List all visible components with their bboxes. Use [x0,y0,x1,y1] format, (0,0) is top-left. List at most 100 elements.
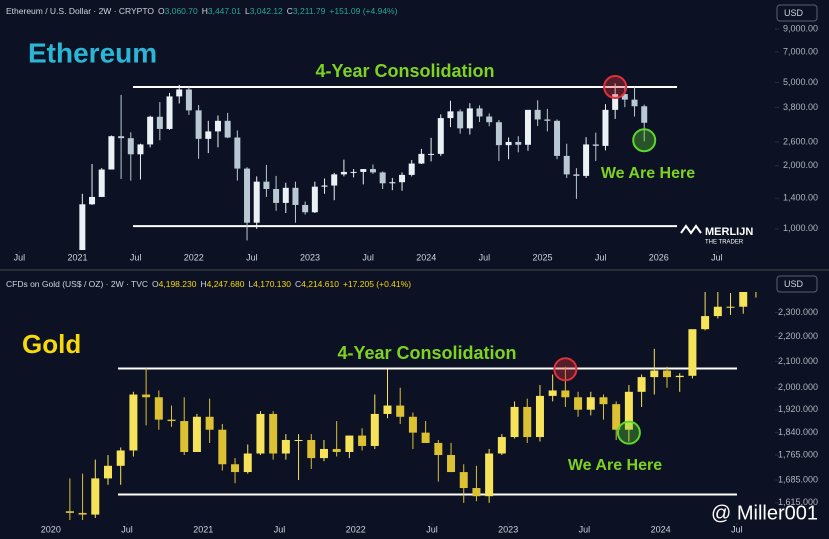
y-tick-label: 2,100.000 [778,356,818,366]
candle-body [89,196,96,205]
candle-body [147,116,154,145]
candle-body [214,120,221,132]
candle-body [421,432,430,443]
header-label: C [287,6,293,16]
annotation-here: We Are Here [601,165,695,182]
candle-body [586,397,595,410]
candle-body [418,153,425,164]
candle-body [663,370,672,378]
candle-body [688,329,697,376]
panel: CFDs on Gold (US$ / OZ) · 2W · TVC O4,198… [6,275,818,534]
candle-body [292,187,299,205]
header-value: 4,247.680 [207,279,245,289]
candle-body [281,439,290,454]
candle-body [332,448,341,452]
candle-body [497,437,506,454]
candle-body [534,109,541,120]
candle-body [739,292,748,307]
candle-body [205,131,212,139]
candle-body [231,464,240,473]
marker-circle [553,357,578,382]
candle-body [282,187,289,203]
y-tick-label: 2,000.000 [778,382,818,392]
header-value: 4,170.130 [253,279,291,289]
candle-body [118,136,125,139]
x-tick-label: Jul [362,252,374,262]
candle-body [583,144,590,176]
candle-body [447,111,454,119]
header-label: H [200,279,206,289]
x-tick-label: 2021 [193,524,213,534]
x-tick-label: Jul [130,252,142,262]
y-tick-label: 3,800.00 [783,102,818,112]
header: CFDs on Gold (US$ / OZ) · 2W · TVC O4,198… [6,279,411,289]
x-tick-label: 2026 [649,252,669,262]
header-symbol: Ethereum / U.S. Dollar · 2W · CRYPTO [6,6,154,16]
x-tick-label: Jul [711,252,723,262]
logo: MERLIJN THE TRADER [680,224,753,246]
candle-body [592,144,599,146]
candle-body [524,109,531,145]
candle-body [713,306,722,317]
candle-body [495,122,502,146]
x-tick-label: Jul [595,252,607,262]
candle-body [331,174,338,186]
x-tick-label: 2024 [651,524,671,534]
candle-body [78,512,87,515]
candle-body [599,397,608,405]
marker-circle [632,128,657,153]
candle-body [631,99,638,107]
candle-body [563,155,570,175]
header-value: 3,060.70 [165,6,198,16]
header-symbol: CFDs on Gold (US$ / OZ) · 2W · TVC [6,279,148,289]
logo-icon [680,224,702,235]
candle-body [91,478,100,515]
candle-body [65,511,74,513]
currency-badge [776,275,818,293]
candle-body [345,435,354,452]
candle-body [156,116,163,129]
x-tick-label: 2025 [532,252,552,262]
candle-body [369,169,376,173]
candle-body [515,141,522,145]
panel-title: Ethereum [28,37,157,68]
candle-body [726,306,735,308]
candle-body [554,120,561,156]
candle-body [434,442,443,456]
y-tick-label: 1,840.000 [778,427,818,437]
candle-body [408,163,415,175]
x-tick-label: Jul [479,252,491,262]
candle-body [195,110,202,139]
candle-body [302,204,309,213]
x-tick-label: 2020 [41,524,61,534]
candle-body [612,404,621,430]
candle-body [408,416,417,433]
candle-body [360,169,367,172]
candle-body [269,413,278,454]
candle-body [650,370,659,378]
x-tick-label: 2021 [67,252,87,262]
header-value: 4,214.610 [301,279,339,289]
candle-body [98,169,105,197]
candle-body [205,416,214,430]
candle-body [103,465,112,479]
candle-body [167,419,176,422]
annotation-consolidation: 4-Year Consolidation [315,61,494,81]
currency-badge [776,4,818,22]
candle-body [472,488,481,497]
y-tick-label: 1,685.000 [778,474,818,484]
header-label: O [152,279,159,289]
candle-body [244,168,251,223]
candle-body [358,435,367,446]
y-tick-label: 2,200.000 [778,331,818,341]
x-tick-label: Jul [121,524,133,534]
candle-body [321,185,328,187]
y-tick-label: 1,765.000 [778,449,818,459]
candle-body [573,174,580,176]
y-tick-label: 1,615.000 [778,497,818,507]
candle-body [218,429,227,465]
candle-body [307,439,316,459]
y-tick-label: 2,300.000 [778,307,818,317]
header-label: H [202,6,208,16]
